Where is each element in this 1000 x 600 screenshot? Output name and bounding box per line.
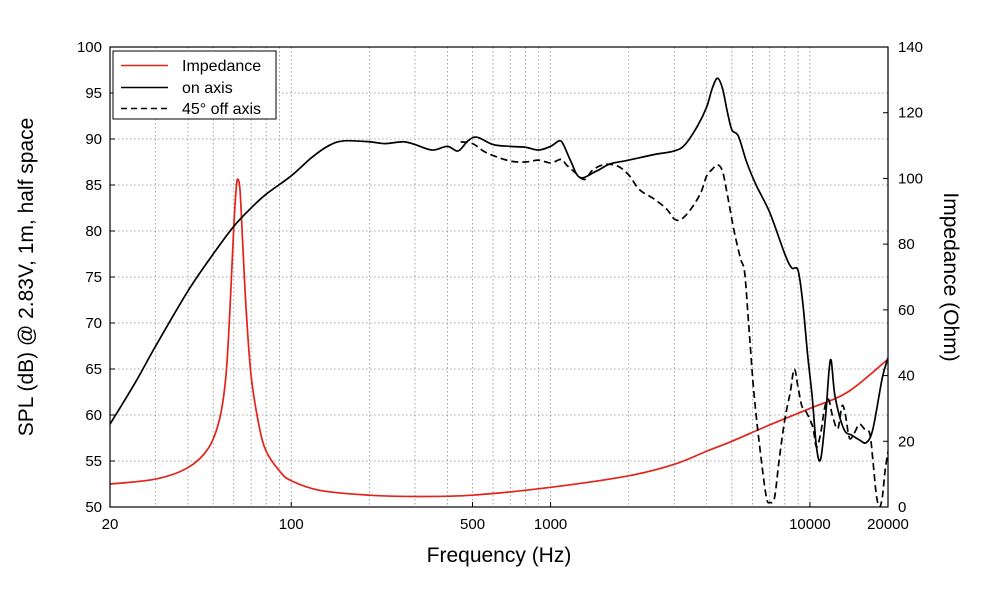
y-tick-label: 90	[85, 131, 102, 148]
y-tick-label: 85	[85, 177, 102, 194]
x-tick-label: 20000	[867, 516, 909, 533]
off-axis-45-line	[460, 140, 888, 507]
impedance-line	[110, 178, 888, 498]
y-tick-label: 80	[85, 223, 102, 240]
y-tick-label: 75	[85, 269, 102, 286]
x-tick-label: 1000	[534, 516, 567, 533]
y2-tick-label: 20	[898, 433, 915, 450]
y2-tick-label: 80	[898, 236, 915, 253]
y-tick-label: 60	[85, 407, 102, 424]
legend-label-impedance: Impedance	[182, 58, 261, 75]
y-tick-label: 100	[77, 39, 102, 56]
x-tick-label: 20	[102, 516, 119, 533]
y2-tick-label: 0	[898, 499, 906, 516]
legend-label-on-axis: on axis	[182, 80, 233, 97]
y-tick-label: 50	[85, 499, 102, 516]
legend-label-off-axis: 45° off axis	[182, 101, 261, 118]
x-tick-label: 500	[460, 516, 485, 533]
y2-tick-label: 40	[898, 368, 915, 385]
y-tick-label: 70	[85, 315, 102, 332]
series-layer	[110, 77, 888, 507]
y-tick-label: 95	[85, 85, 102, 102]
y-axis-title: SPL (dB) @ 2.83V, 1m, half space	[15, 118, 38, 437]
y2-axis-title: Impedance (Ohm)	[939, 192, 962, 361]
grid	[110, 47, 888, 507]
y2-tick-label: 140	[898, 39, 923, 56]
legend: Impedance on axis 45° off axis	[112, 50, 277, 120]
legend-box	[112, 50, 277, 120]
y-tick-label: 55	[85, 453, 102, 470]
x-axis-title: Frequency (Hz)	[427, 544, 572, 567]
x-tick-label: 10000	[789, 516, 831, 533]
y2-tick-label: 120	[898, 105, 923, 122]
on-axis-line	[110, 77, 888, 462]
tick-labels: 20 100 500 1000 10000 20000505560657075808590…	[77, 39, 923, 533]
y2-tick-label: 60	[898, 302, 915, 319]
y2-tick-label: 100	[898, 170, 923, 187]
x-tick-label: 100	[279, 516, 304, 533]
y-tick-label: 65	[85, 361, 102, 378]
